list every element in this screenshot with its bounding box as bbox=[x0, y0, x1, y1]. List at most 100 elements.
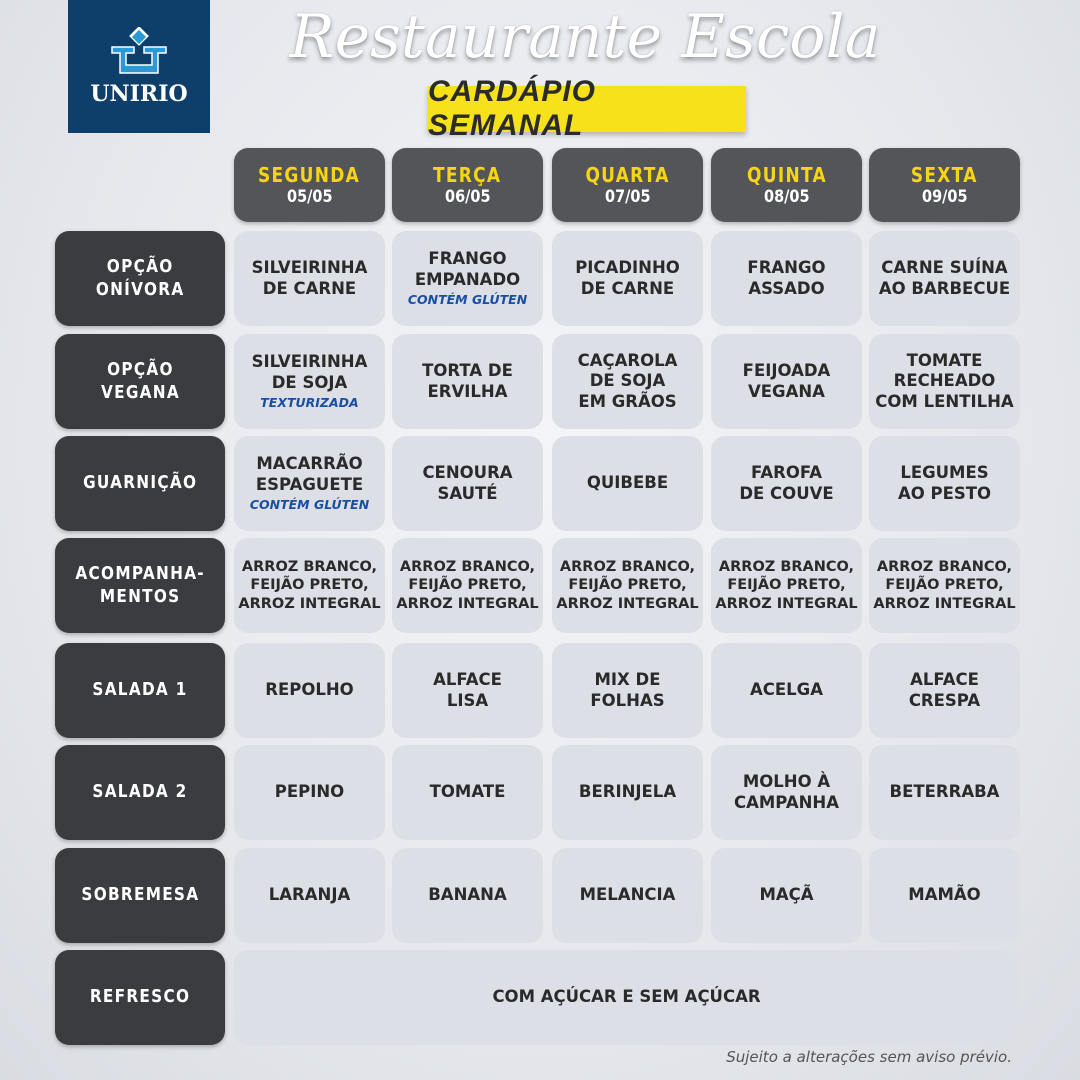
row-label: ACOMPANHA- MENTOS bbox=[55, 538, 225, 633]
day-date: 06/05 bbox=[444, 187, 491, 207]
menu-cell: MACARRÃO ESPAGUETE CONTÉM GLÚTEN bbox=[234, 436, 385, 531]
dish-text: FRANGO EMPANADO bbox=[414, 249, 521, 289]
day-date: 07/05 bbox=[604, 187, 651, 207]
row-label: OPÇÃO ONÍVORA bbox=[55, 231, 225, 326]
footer-disclaimer: Sujeito a alterações sem aviso prévio. bbox=[726, 1048, 1012, 1066]
menu-cell: FRANGO ASSADO bbox=[711, 231, 862, 326]
dish-text: MAÇÃ bbox=[759, 885, 814, 905]
row-label: SALADA 2 bbox=[55, 745, 225, 840]
menu-cell: ARROZ BRANCO, FEIJÃO PRETO, ARROZ INTEGR… bbox=[552, 538, 703, 633]
day-header: SEXTA 09/05 bbox=[869, 148, 1020, 222]
row-label-text: SALADA 1 bbox=[92, 679, 188, 701]
dish-text: MIX DE FOLHAS bbox=[590, 669, 665, 710]
refresco-text: COM AÇÚCAR E SEM AÇÚCAR bbox=[492, 987, 761, 1007]
menu-cell: CAÇAROLA DE SOJA EM GRÃOS bbox=[552, 334, 703, 429]
menu-cell: QUIBEBE bbox=[552, 436, 703, 531]
dish-text: TOMATE RECHEADO COM LENTILHA bbox=[875, 350, 1014, 411]
menu-cell: ARROZ BRANCO, FEIJÃO PRETO, ARROZ INTEGR… bbox=[392, 538, 543, 633]
row-label: SOBREMESA bbox=[55, 848, 225, 943]
menu-cell: SILVEIRINHA DE SOJA TEXTURIZADA bbox=[234, 334, 385, 429]
day-date: 08/05 bbox=[763, 187, 810, 207]
dish-text: FAROFA DE COUVE bbox=[739, 462, 834, 503]
menu-cell: REPOLHO bbox=[234, 643, 385, 738]
menu-cell: SILVEIRINHA DE CARNE bbox=[234, 231, 385, 326]
dish-text: CENOURA SAUTÉ bbox=[422, 462, 513, 503]
day-header: QUARTA 07/05 bbox=[552, 148, 703, 222]
dish-text: ARROZ BRANCO, FEIJÃO PRETO, ARROZ INTEGR… bbox=[873, 559, 1016, 612]
menu-cell: BANANA bbox=[392, 848, 543, 943]
dish-note: CONTÉM GLÚTEN bbox=[407, 292, 528, 308]
dish-text: FEIJOADA VEGANA bbox=[742, 360, 831, 401]
dish-text: ACELGA bbox=[750, 680, 823, 700]
dish-text: BERINJELA bbox=[578, 782, 677, 802]
dish-text: MAMÃO bbox=[908, 885, 981, 905]
day-name: SEXTA bbox=[911, 163, 978, 187]
dish-text: PICADINHO DE CARNE bbox=[575, 257, 680, 298]
menu-cell: ALFACE CRESPA bbox=[869, 643, 1020, 738]
dish-text: MELANCIA bbox=[579, 885, 676, 905]
menu-cell: CENOURA SAUTÉ bbox=[392, 436, 543, 531]
dish-text: LARANJA bbox=[268, 885, 351, 905]
logo-text: UNIRIO bbox=[90, 80, 188, 107]
menu-cell: BERINJELA bbox=[552, 745, 703, 840]
row-label-refresco: REFRESCO bbox=[55, 950, 225, 1045]
dish-text: TOMATE bbox=[429, 782, 506, 802]
menu-cell: TORTA DE ERVILHA bbox=[392, 334, 543, 429]
row-label-text: REFRESCO bbox=[89, 986, 191, 1008]
day-header: QUINTA 08/05 bbox=[711, 148, 862, 222]
menu-cell: LARANJA bbox=[234, 848, 385, 943]
dish-text: PEPINO bbox=[274, 782, 345, 802]
dish-note: TEXTURIZADA bbox=[260, 395, 359, 411]
row-label-text: SALADA 2 bbox=[92, 781, 188, 803]
menu-cell: MAÇÃ bbox=[711, 848, 862, 943]
menu-cell: MAMÃO bbox=[869, 848, 1020, 943]
row-label-text: GUARNIÇÃO bbox=[82, 472, 198, 494]
row-label: OPÇÃO VEGANA bbox=[55, 334, 225, 429]
dish-text: LEGUMES AO PESTO bbox=[897, 462, 992, 503]
menu-cell: CARNE SUÍNA AO BARBECUE bbox=[869, 231, 1020, 326]
row-label-text: ACOMPANHA- MENTOS bbox=[75, 563, 205, 607]
dish-text: ARROZ BRANCO, FEIJÃO PRETO, ARROZ INTEGR… bbox=[556, 559, 699, 612]
dish-note: CONTÉM GLÚTEN bbox=[249, 497, 370, 513]
row-label: SALADA 1 bbox=[55, 643, 225, 738]
day-name: QUARTA bbox=[585, 163, 670, 187]
page-title: Restaurante Escola bbox=[289, 2, 881, 72]
dish-text: REPOLHO bbox=[265, 680, 354, 700]
dish-text: ARROZ BRANCO, FEIJÃO PRETO, ARROZ INTEGR… bbox=[715, 559, 858, 612]
dish-text: SILVEIRINHA DE SOJA bbox=[251, 352, 368, 392]
menu-cell: TOMATE bbox=[392, 745, 543, 840]
unirio-logo: UNIRIO bbox=[68, 0, 210, 133]
dish-text: MACARRÃO ESPAGUETE bbox=[255, 454, 364, 494]
menu-cell: MIX DE FOLHAS bbox=[552, 643, 703, 738]
menu-cell: ARROZ BRANCO, FEIJÃO PRETO, ARROZ INTEGR… bbox=[234, 538, 385, 633]
day-header: TERÇA 06/05 bbox=[392, 148, 543, 222]
menu-cell: ACELGA bbox=[711, 643, 862, 738]
menu-cell: FRANGO EMPANADO CONTÉM GLÚTEN bbox=[392, 231, 543, 326]
menu-cell: ALFACE LISA bbox=[392, 643, 543, 738]
day-name: TERÇA bbox=[433, 163, 502, 187]
menu-cell: BETERRABA bbox=[869, 745, 1020, 840]
row-label-text: OPÇÃO VEGANA bbox=[100, 359, 180, 403]
dish-text: BETERRABA bbox=[889, 782, 1000, 802]
refresco-cell: COM AÇÚCAR E SEM AÇÚCAR bbox=[234, 950, 1019, 1045]
dish-text: FRANGO ASSADO bbox=[747, 257, 826, 298]
dish-text: MOLHO À CAMPANHA bbox=[733, 771, 840, 812]
menu-cell: PICADINHO DE CARNE bbox=[552, 231, 703, 326]
menu-cell: MELANCIA bbox=[552, 848, 703, 943]
row-label: GUARNIÇÃO bbox=[55, 436, 225, 531]
dish-text: CAÇAROLA DE SOJA EM GRÃOS bbox=[577, 350, 678, 411]
dish-text: CARNE SUÍNA AO BARBECUE bbox=[878, 257, 1011, 298]
menu-cell: FAROFA DE COUVE bbox=[711, 436, 862, 531]
menu-cell: FEIJOADA VEGANA bbox=[711, 334, 862, 429]
row-label-text: OPÇÃO ONÍVORA bbox=[95, 256, 185, 300]
dish-text: ALFACE LISA bbox=[433, 669, 502, 710]
menu-cell: LEGUMES AO PESTO bbox=[869, 436, 1020, 531]
dish-text: SILVEIRINHA DE CARNE bbox=[251, 257, 368, 298]
dish-text: ARROZ BRANCO, FEIJÃO PRETO, ARROZ INTEGR… bbox=[396, 559, 539, 612]
page-subtitle: CARDÁPIO SEMANAL bbox=[428, 75, 746, 142]
dish-text: ALFACE CRESPA bbox=[908, 669, 981, 710]
day-date: 09/05 bbox=[921, 187, 968, 207]
day-name: QUINTA bbox=[746, 163, 827, 187]
dish-text: ARROZ BRANCO, FEIJÃO PRETO, ARROZ INTEGR… bbox=[238, 559, 381, 612]
day-date: 05/05 bbox=[286, 187, 333, 207]
